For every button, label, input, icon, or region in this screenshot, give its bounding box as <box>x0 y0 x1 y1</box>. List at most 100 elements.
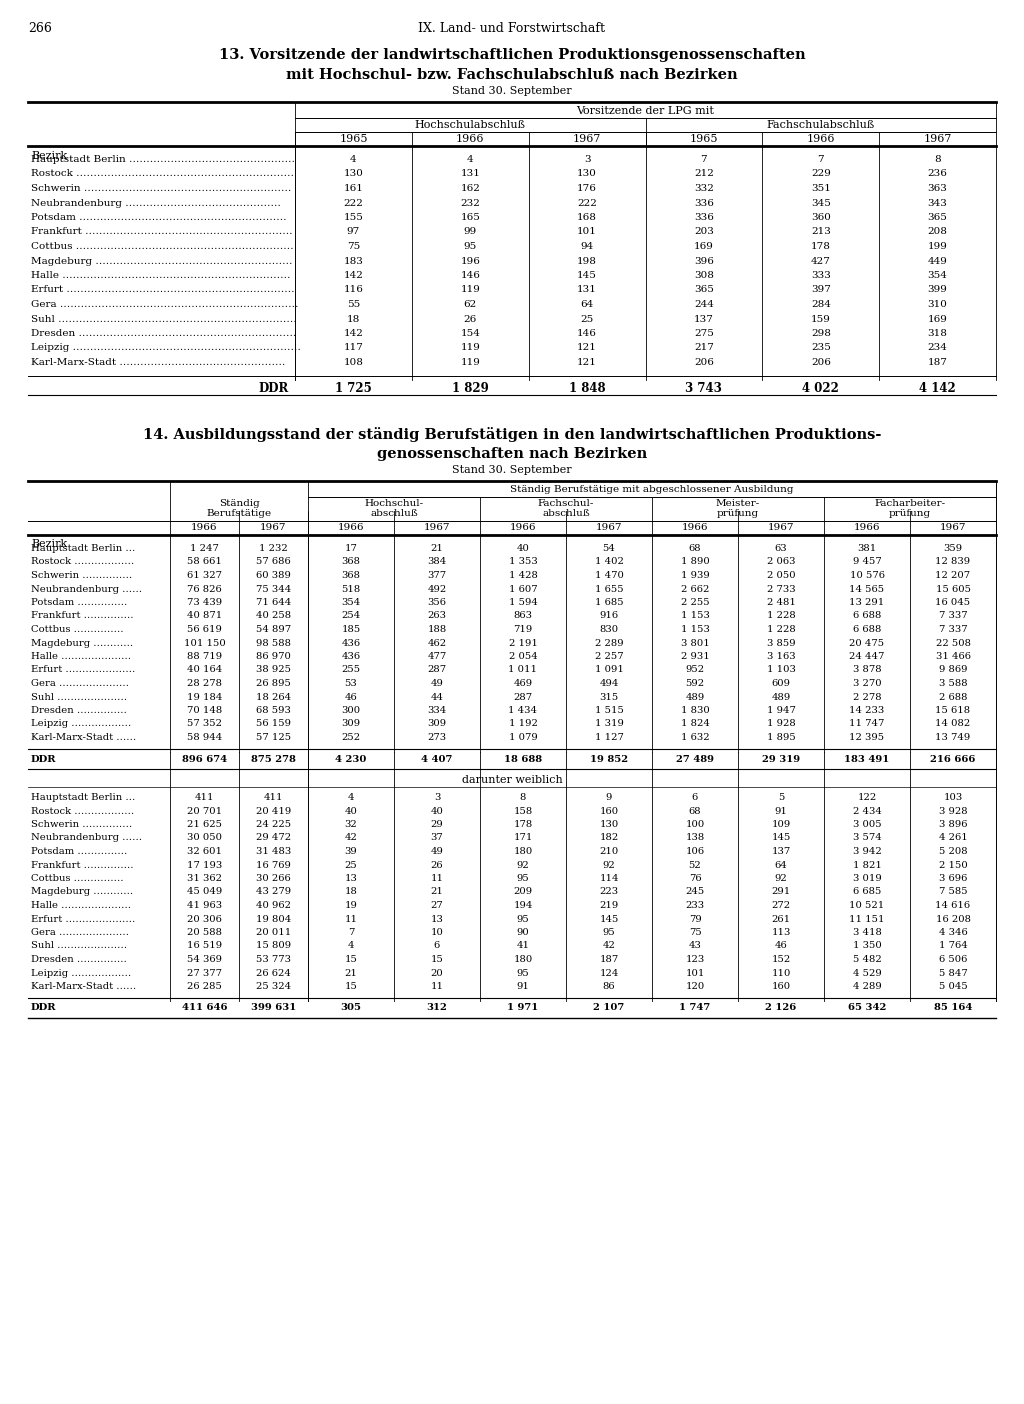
Text: 42: 42 <box>602 942 615 951</box>
Text: 1967: 1967 <box>596 524 623 532</box>
Text: 100: 100 <box>685 820 705 828</box>
Text: 76 826: 76 826 <box>187 584 222 594</box>
Text: 187: 187 <box>928 358 947 366</box>
Text: 1 947: 1 947 <box>767 706 796 715</box>
Text: 99: 99 <box>464 227 477 236</box>
Text: 2 733: 2 733 <box>767 584 796 594</box>
Text: 88 719: 88 719 <box>187 651 222 661</box>
Text: Cottbus ………………………………………………………: Cottbus ……………………………………………………… <box>31 241 294 251</box>
Text: 1 091: 1 091 <box>595 665 624 674</box>
Text: 119: 119 <box>461 285 480 295</box>
Text: 1 232: 1 232 <box>259 543 288 553</box>
Text: 272: 272 <box>771 901 791 910</box>
Text: 284: 284 <box>811 300 830 309</box>
Text: 360: 360 <box>811 213 830 222</box>
Text: 275: 275 <box>694 329 714 338</box>
Text: 354: 354 <box>341 598 360 607</box>
Text: 363: 363 <box>928 184 947 192</box>
Text: 1966: 1966 <box>682 524 709 532</box>
Text: 92: 92 <box>603 861 615 869</box>
Text: 494: 494 <box>599 680 618 688</box>
Text: 75: 75 <box>347 241 360 251</box>
Text: 183: 183 <box>343 257 364 265</box>
Text: 6 685: 6 685 <box>853 887 882 897</box>
Text: 477: 477 <box>427 651 446 661</box>
Text: Magdeburg …………………………………………………: Magdeburg ………………………………………………… <box>31 257 293 265</box>
Text: 109: 109 <box>771 820 791 828</box>
Text: 13: 13 <box>344 875 357 883</box>
Text: 436: 436 <box>341 651 360 661</box>
Text: Suhl …………………: Suhl ………………… <box>31 942 127 951</box>
Text: 1965: 1965 <box>339 133 368 145</box>
Text: 27 489: 27 489 <box>676 754 714 764</box>
Text: 68 593: 68 593 <box>256 706 291 715</box>
Text: Erfurt …………………: Erfurt ………………… <box>31 914 135 924</box>
Text: Gera …………………: Gera ………………… <box>31 680 129 688</box>
Text: 21 625: 21 625 <box>187 820 222 828</box>
Text: 1 247: 1 247 <box>190 543 219 553</box>
Text: 121: 121 <box>578 344 597 352</box>
Text: 169: 169 <box>928 314 947 323</box>
Text: 11: 11 <box>344 914 357 924</box>
Text: 399 631: 399 631 <box>251 1004 296 1012</box>
Text: 449: 449 <box>928 257 947 265</box>
Text: 2 054: 2 054 <box>509 651 538 661</box>
Text: 15: 15 <box>430 955 443 965</box>
Text: 206: 206 <box>694 358 714 366</box>
Text: 235: 235 <box>811 344 830 352</box>
Text: Cottbus ……………: Cottbus …………… <box>31 625 124 635</box>
Text: 397: 397 <box>811 285 830 295</box>
Text: 97: 97 <box>347 227 360 236</box>
Text: 45 049: 45 049 <box>186 887 222 897</box>
Text: 30 050: 30 050 <box>187 834 222 842</box>
Text: 21: 21 <box>430 543 443 553</box>
Text: 291: 291 <box>771 887 791 897</box>
Text: 160: 160 <box>771 981 791 991</box>
Text: 1967: 1967 <box>572 133 601 145</box>
Text: Halle …………………………………………………………: Halle ………………………………………………………… <box>31 271 291 279</box>
Text: 90: 90 <box>517 928 529 936</box>
Text: Cottbus ……………: Cottbus …………… <box>31 875 124 883</box>
Text: 75 344: 75 344 <box>256 584 291 594</box>
Text: 1 747: 1 747 <box>679 1004 711 1012</box>
Text: 1 848: 1 848 <box>568 382 605 395</box>
Text: 462: 462 <box>427 639 446 647</box>
Text: 101: 101 <box>685 969 705 977</box>
Text: 1 829: 1 829 <box>452 382 488 395</box>
Text: Hauptstadt Berlin …………………………………………: Hauptstadt Berlin ………………………………………… <box>31 154 295 164</box>
Text: 187: 187 <box>599 955 618 965</box>
Text: Leipzig …………………………………………………………: Leipzig ………………………………………………………… <box>31 344 301 352</box>
Text: 1 350: 1 350 <box>853 942 882 951</box>
Text: 3 270: 3 270 <box>853 680 882 688</box>
Text: 16 519: 16 519 <box>187 942 222 951</box>
Text: 1 402: 1 402 <box>595 557 624 566</box>
Text: 29: 29 <box>431 820 443 828</box>
Text: darunter weiblich: darunter weiblich <box>462 775 562 785</box>
Text: 20: 20 <box>431 969 443 977</box>
Text: 427: 427 <box>811 257 830 265</box>
Text: 73 439: 73 439 <box>187 598 222 607</box>
Text: 160: 160 <box>599 806 618 816</box>
Text: Schwerin ……………………………………………………: Schwerin …………………………………………………… <box>31 184 292 192</box>
Text: Bezirk: Bezirk <box>31 152 68 161</box>
Text: 4 289: 4 289 <box>853 981 882 991</box>
Text: 3 896: 3 896 <box>939 820 968 828</box>
Text: 359: 359 <box>943 543 963 553</box>
Text: Dresden ………………………………………………………: Dresden ……………………………………………………… <box>31 329 296 338</box>
Text: 20 701: 20 701 <box>187 806 222 816</box>
Text: 2 126: 2 126 <box>765 1004 797 1012</box>
Text: 3 005: 3 005 <box>853 820 882 828</box>
Text: Bezirk: Bezirk <box>31 539 68 549</box>
Text: Halle …………………: Halle ………………… <box>31 651 131 661</box>
Text: 24 225: 24 225 <box>256 820 291 828</box>
Text: 252: 252 <box>341 733 360 741</box>
Text: 305: 305 <box>341 1004 361 1012</box>
Text: 2 688: 2 688 <box>939 692 968 702</box>
Text: Neubrandenburg ……: Neubrandenburg …… <box>31 584 142 594</box>
Text: 209: 209 <box>513 887 532 897</box>
Text: 119: 119 <box>461 358 480 366</box>
Text: 3 418: 3 418 <box>853 928 882 936</box>
Text: 365: 365 <box>694 285 714 295</box>
Text: 37: 37 <box>431 834 443 842</box>
Text: 1 971: 1 971 <box>507 1004 539 1012</box>
